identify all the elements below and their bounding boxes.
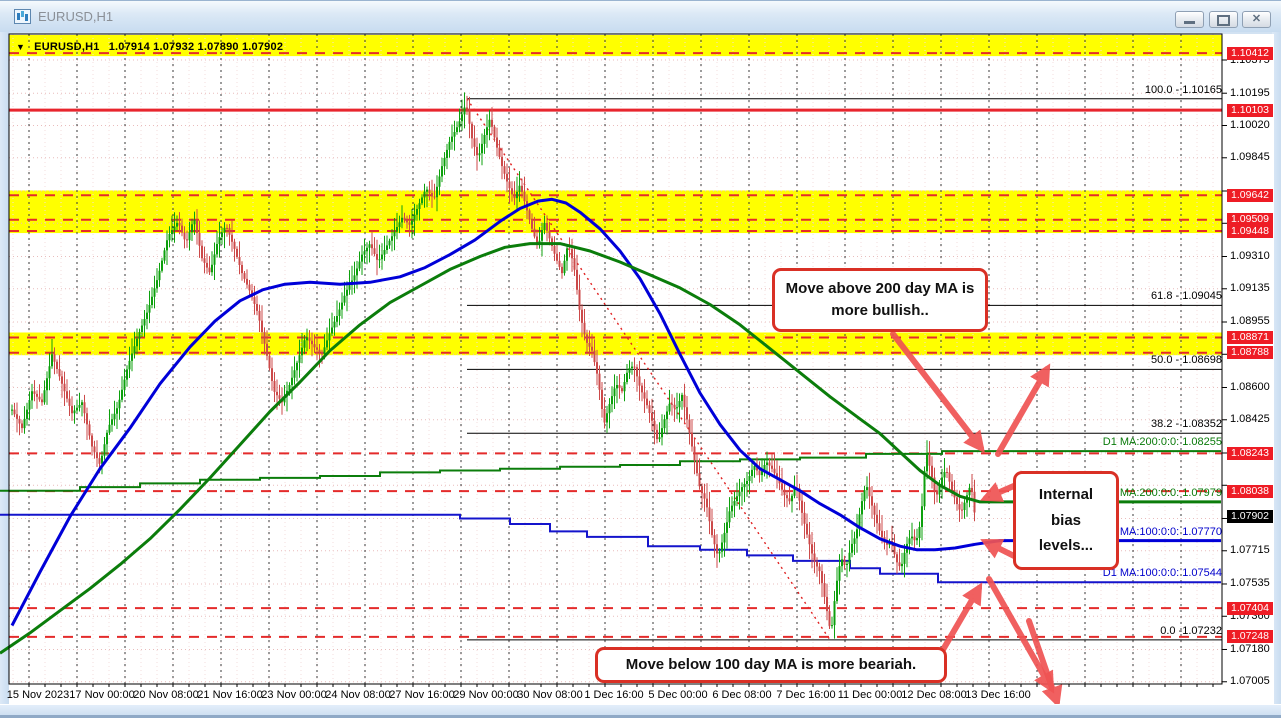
quote-ohlc-values: 1.07914 1.07932 1.07890 1.07902	[108, 41, 284, 53]
quote-symbol: EURUSD,H1	[34, 41, 100, 53]
close-icon: ✕	[1251, 13, 1262, 25]
restore-button[interactable]	[1209, 11, 1238, 28]
candle-bodies-up	[11, 107, 971, 627]
window-frame-left	[0, 32, 9, 704]
pointer-arrow	[1026, 618, 1063, 709]
annotation-box-200dma[interactable]: Move above 200 day MA is more bullish..	[772, 268, 988, 332]
annotation-line: Move above 200 day MA is	[785, 280, 975, 297]
highlight-band	[9, 35, 1222, 57]
ma-line-h1-ma-200	[0, 242, 1221, 655]
pointer-arrow	[934, 582, 983, 663]
window-frame-right	[1272, 32, 1281, 704]
annotation-line: Internal	[1038, 486, 1094, 503]
pointer-arrow	[995, 363, 1051, 457]
ma-line-d1-ma-200	[0, 450, 1221, 492]
window-frame-bottom	[0, 704, 1281, 718]
close-button[interactable]: ✕	[1242, 11, 1271, 28]
window-titlebar[interactable]: EURUSD,H1 ✕	[0, 1, 1281, 32]
annotation-line: levels...	[1038, 537, 1094, 554]
annotation-box-100dma[interactable]: Move below 100 day MA is more beariah.	[595, 647, 947, 683]
ma-line-h1-ma-100	[10, 197, 1221, 627]
ohlc-expander-icon[interactable]: ▼	[16, 42, 26, 52]
annotation-line: more bullish..	[831, 301, 929, 319]
pointer-arrow	[890, 331, 985, 454]
candlestick-chart-icon	[14, 9, 31, 24]
plot-border	[8, 33, 1223, 685]
ma-line-d1-ma-100	[0, 513, 1221, 584]
annotation-line: Move below 100 day MA is more beariah.	[625, 656, 917, 673]
pointer-arrow	[980, 539, 1019, 560]
quote-bar: ▼ EURUSD,H1 1.07914 1.07932 1.07890 1.07…	[16, 41, 283, 53]
pointer-arrow	[986, 576, 1055, 694]
pointer-arrow	[980, 482, 1019, 502]
fib-trendline	[466, 98, 831, 641]
annotation-line: bias	[1050, 511, 1081, 529]
annotation-box-internal-bias[interactable]: Internal bias levels...	[1013, 471, 1119, 570]
minimize-icon	[1184, 21, 1195, 24]
restore-icon	[1217, 15, 1230, 26]
highlight-band	[9, 190, 1222, 234]
minimize-button[interactable]	[1175, 11, 1204, 28]
window-title: EURUSD,H1	[38, 9, 114, 24]
